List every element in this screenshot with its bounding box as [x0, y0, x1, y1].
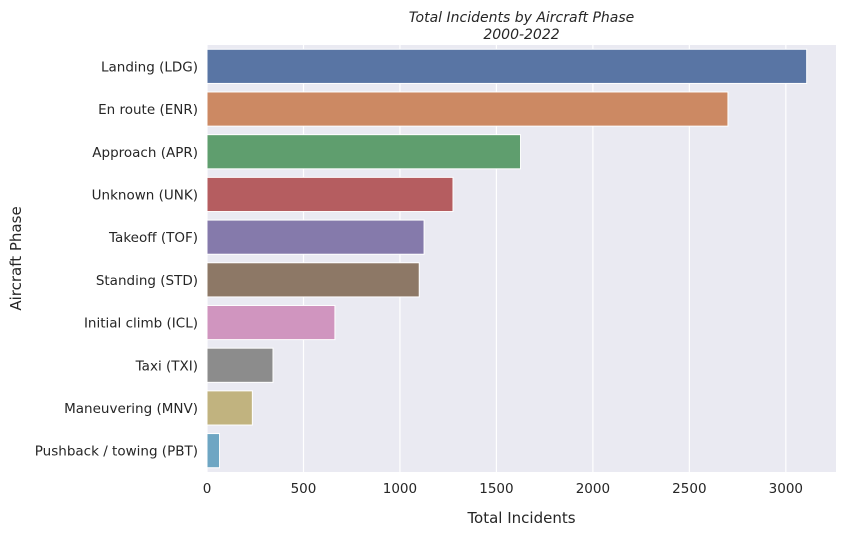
- bar: [206, 347, 274, 383]
- chart-title: Total Incidents by Aircraft Phase: [409, 10, 635, 26]
- y-tick-label: Takeoff (TOF): [108, 230, 198, 246]
- y-tick-label: Approach (APR): [92, 145, 198, 161]
- y-tick-label: Maneuvering (MNV): [64, 401, 198, 417]
- y-tick-label: En route (ENR): [98, 102, 198, 118]
- x-tick-label: 1000: [383, 481, 417, 497]
- chart-subtitle: 2000-2022: [483, 27, 559, 43]
- bars: [206, 48, 808, 469]
- bar: [206, 48, 808, 84]
- y-axis-title: Aircraft Phase: [7, 206, 25, 310]
- y-tick-label: Landing (LDG): [101, 59, 198, 75]
- x-axis-title: Total Incidents: [466, 509, 575, 527]
- y-tick-label: Standing (STD): [96, 273, 198, 289]
- bar: [206, 262, 420, 298]
- bar: [206, 91, 729, 127]
- x-tick-label: 2000: [576, 481, 610, 497]
- y-tick-label: Initial climb (ICL): [84, 316, 198, 332]
- x-tick-labels: 0 500 1000 1500 2000 2500 3000: [203, 481, 803, 497]
- bar: [206, 219, 425, 255]
- x-tick-label: 500: [291, 481, 317, 497]
- bar: [206, 433, 221, 469]
- x-tick-label: 2500: [672, 481, 706, 497]
- y-tick-label: Unknown (UNK): [92, 187, 198, 203]
- y-tick-label: Pushback / towing (PBT): [35, 444, 198, 460]
- x-tick-label: 1500: [479, 481, 513, 497]
- y-tick-labels: Landing (LDG) En route (ENR) Approach (APR…: [35, 59, 198, 459]
- bar: [206, 390, 253, 426]
- x-tick-label: 0: [203, 481, 212, 497]
- y-tick-label: Taxi (TXI): [135, 358, 198, 374]
- bar: [206, 176, 454, 213]
- bar: [206, 304, 336, 341]
- x-tick-label: 3000: [769, 481, 803, 497]
- bar: [206, 134, 522, 170]
